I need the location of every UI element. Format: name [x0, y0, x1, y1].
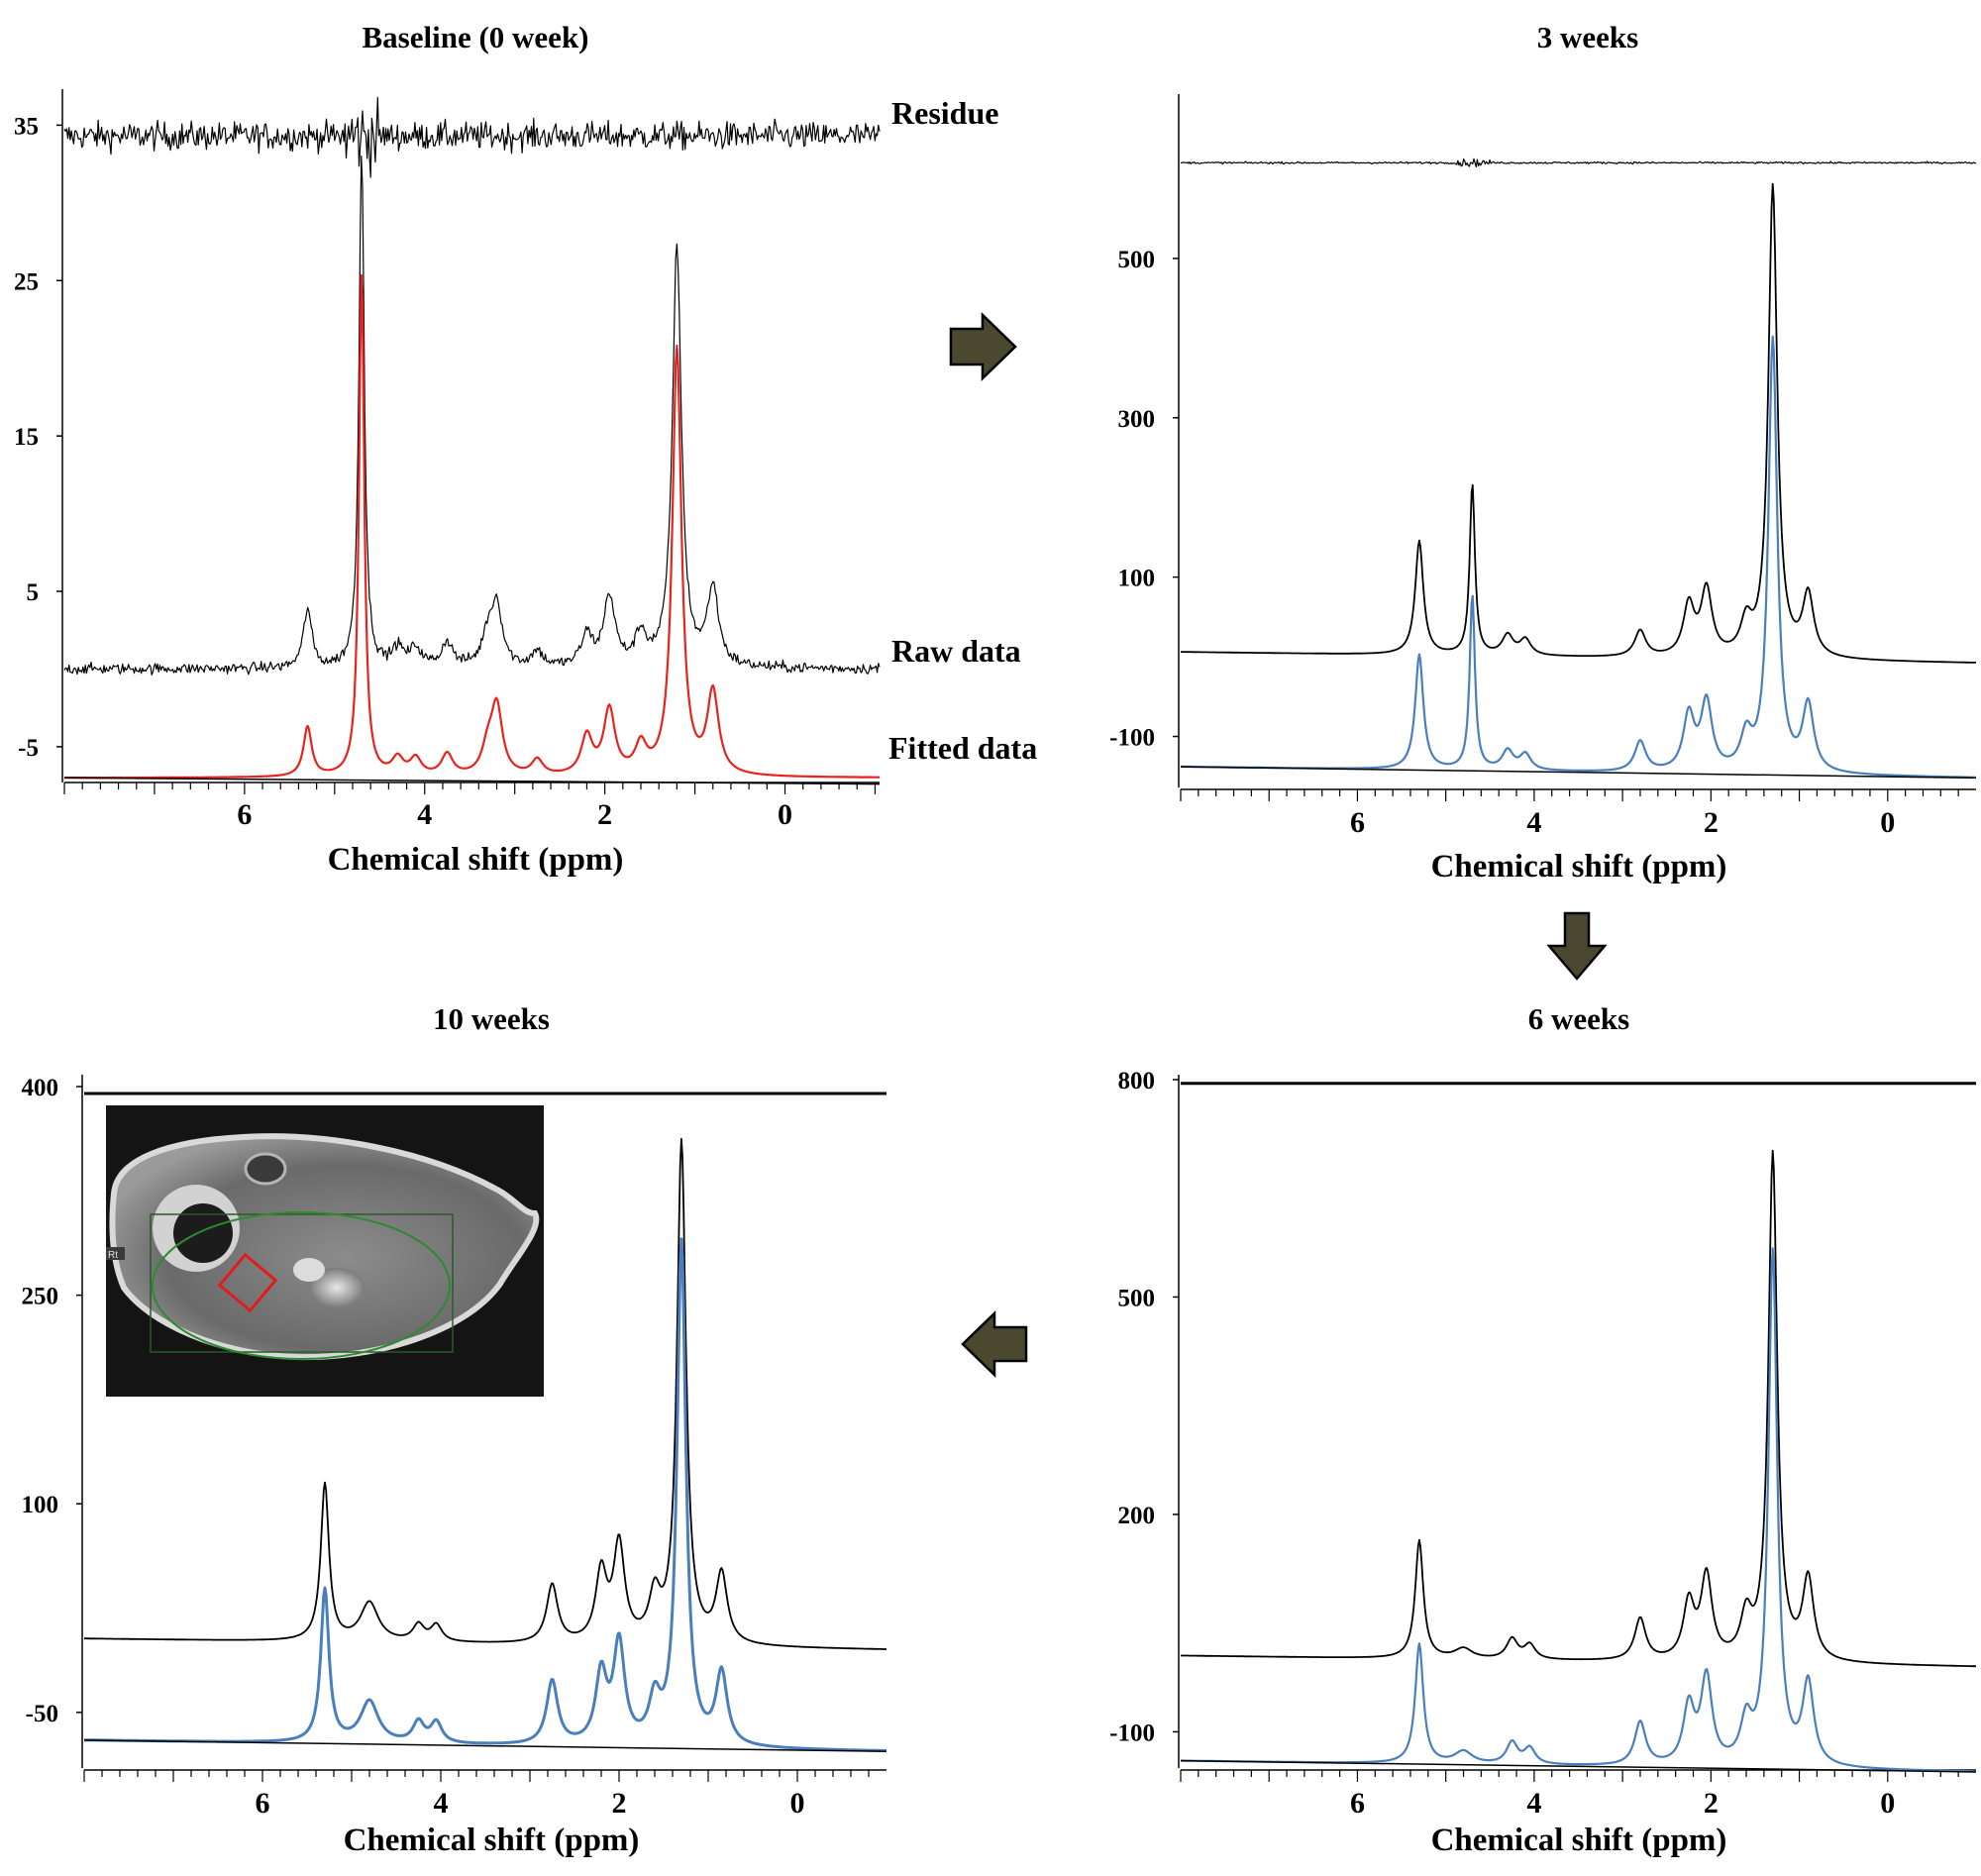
- panel-title: Baseline (0 week): [362, 20, 588, 54]
- x-tick-label: 4: [434, 1787, 449, 1820]
- y-tick-label: 500: [1118, 247, 1156, 273]
- x-tick-label: 2: [597, 798, 612, 831]
- spectrum-traces: [1180, 1082, 1977, 1773]
- x-tick-label: 0: [790, 1787, 805, 1820]
- annotation-fitted-data: Fitted data: [888, 730, 1037, 766]
- fit-baseline: [1180, 766, 1977, 780]
- x-tick-label: 6: [1350, 806, 1365, 839]
- panel-title: 3 weeks: [1537, 20, 1638, 54]
- mri-vertebra: [244, 1152, 287, 1186]
- spectrum-traces: [83, 1092, 887, 1752]
- y-tick-label: 35: [14, 113, 39, 140]
- mri-inset-image: Rt: [106, 1105, 544, 1397]
- x-tick-label: 6: [1350, 1787, 1365, 1820]
- panel-baseline: Baseline (0 week) 35 25 15 5 -5 6 4 2 0 Chemica…: [14, 20, 1037, 878]
- series-fitted-data: [1180, 1247, 1977, 1773]
- mri-bright-spot: [293, 1258, 325, 1282]
- x-axis: 6 4 2 0: [63, 782, 880, 831]
- y-tick-label: -100: [1109, 1720, 1155, 1746]
- series-raw-data: [1181, 182, 1977, 664]
- series-residue: [63, 96, 881, 178]
- annotation-raw-data: Raw data: [891, 633, 1021, 669]
- x-tick-label: 0: [1880, 806, 1895, 839]
- fit-baseline: [1180, 1759, 1977, 1773]
- x-axis-label: Chemical shift (ppm): [344, 1823, 640, 1858]
- spectrum-traces: [1180, 157, 1977, 780]
- y-tick-label: 500: [1118, 1285, 1156, 1311]
- x-tick-label: 6: [256, 1787, 270, 1820]
- x-tick-label: 0: [778, 798, 792, 831]
- right-arrow-icon: [949, 312, 1017, 381]
- x-tick-label: 6: [237, 798, 252, 831]
- series-raw-data: [84, 1137, 886, 1650]
- mri-fov-box: [150, 1213, 454, 1353]
- mri-bright-organ: [309, 1268, 365, 1307]
- y-axis: 500 300 100 -100: [1109, 94, 1180, 787]
- y-tick-label: 400: [22, 1075, 59, 1101]
- y-tick-label: 100: [22, 1492, 59, 1518]
- series-fitted-data: [1180, 335, 1977, 779]
- series-raw-data: [1180, 1149, 1976, 1668]
- x-axis: 6 4 2 0: [1180, 1769, 1976, 1820]
- y-tick-label: -100: [1109, 725, 1155, 752]
- x-tick-label: 2: [612, 1787, 627, 1820]
- x-tick-label: 4: [417, 798, 432, 831]
- series-residue: [1180, 157, 1977, 168]
- x-axis-label: Chemical shift (ppm): [1431, 849, 1727, 885]
- panel-title: 10 weeks: [433, 1001, 550, 1036]
- x-tick-label: 2: [1704, 806, 1719, 839]
- x-axis-label: Chemical shift (ppm): [328, 842, 624, 878]
- spectrum-traces: [63, 96, 881, 785]
- panel-10-weeks: 10 weeks 400 250 100 -50 6 4 2 0 Chemical shif…: [22, 1001, 887, 1858]
- mri-fov-ellipse: [152, 1211, 451, 1360]
- x-tick-label: 4: [1526, 806, 1541, 839]
- y-tick-label: 250: [22, 1284, 59, 1310]
- down-arrow-icon: [1546, 911, 1608, 981]
- x-axis: 6 4 2 0: [83, 1769, 886, 1820]
- y-tick-label: -5: [18, 735, 39, 762]
- annotation-residue: Residue: [891, 95, 998, 131]
- panel-title: 6 weeks: [1528, 1001, 1629, 1036]
- y-tick-label: 800: [1118, 1068, 1156, 1094]
- mri-voxel-roi: [217, 1252, 278, 1313]
- y-tick-label: 300: [1118, 406, 1156, 433]
- y-axis: 35 25 15 5 -5: [14, 89, 63, 782]
- series-fitted-data: [64, 273, 880, 780]
- x-tick-label: 4: [1526, 1787, 1541, 1820]
- orientation-tag: [106, 1247, 125, 1260]
- x-axis-label: Chemical shift (ppm): [1431, 1823, 1727, 1858]
- y-tick-label: 100: [1118, 566, 1156, 592]
- fit-baseline: [83, 1739, 887, 1752]
- y-axis: 800 500 200 -100: [1109, 1068, 1180, 1768]
- y-tick-label: 200: [1118, 1503, 1156, 1529]
- mri-dark-organ: [173, 1203, 233, 1263]
- fit-baseline: [63, 777, 881, 785]
- y-tick-label: 5: [27, 579, 40, 606]
- panel-6-weeks: 6 weeks 800 500 200 -100 6 4 2 0 Chemical shif…: [1109, 1001, 1977, 1858]
- y-tick-label: -50: [26, 1701, 58, 1727]
- x-tick-label: 2: [1704, 1787, 1719, 1820]
- x-axis: 6 4 2 0: [1180, 788, 1976, 839]
- y-tick-label: 25: [14, 268, 39, 295]
- series-raw-data: [63, 156, 881, 677]
- y-axis: 400 250 100 -50: [22, 1075, 83, 1768]
- x-tick-label: 0: [1880, 1787, 1895, 1820]
- left-arrow-icon: [961, 1310, 1028, 1378]
- orientation-label: Rt: [108, 1250, 118, 1261]
- y-tick-label: 15: [14, 424, 39, 451]
- panel-3-weeks: 3 weeks 500 300 100 -100 6 4 2 0 Chemical shif…: [1109, 20, 1977, 885]
